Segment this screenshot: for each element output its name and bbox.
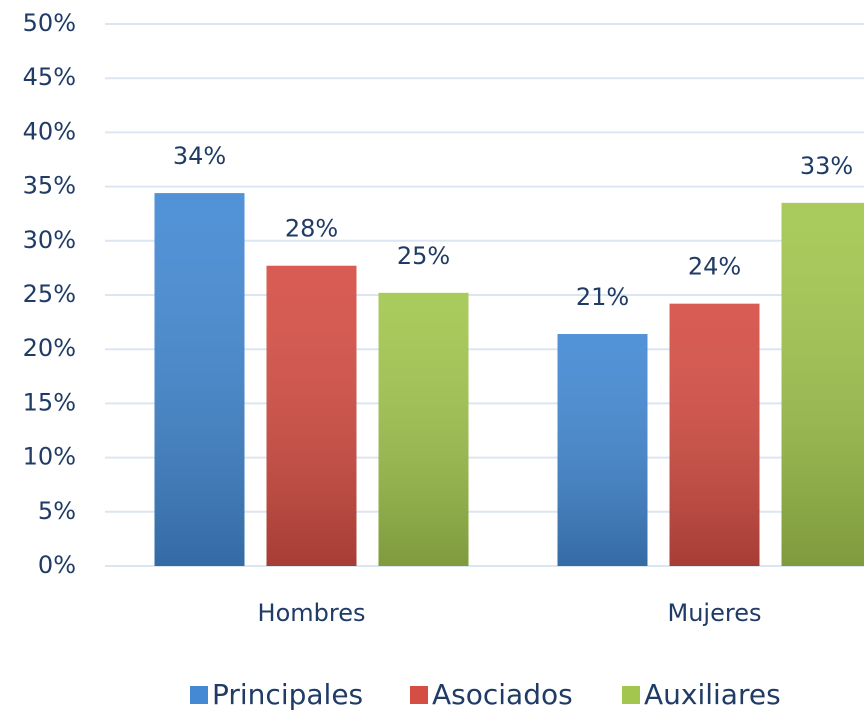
value-label: 25% [397, 242, 450, 270]
y-tick-label: 25% [23, 280, 76, 308]
legend-swatch [190, 686, 208, 704]
x-tick-label: Hombres [258, 599, 366, 627]
y-tick-label: 5% [38, 497, 76, 525]
y-tick-label: 45% [23, 63, 76, 91]
bar-shade [781, 202, 864, 567]
bar-shade [557, 334, 648, 566]
y-tick-label: 30% [23, 226, 76, 254]
legend-swatch [622, 686, 640, 704]
y-tick-label: 10% [23, 443, 76, 471]
y-tick-label: 15% [23, 388, 76, 416]
value-label: 33% [800, 152, 853, 180]
value-label: 28% [285, 215, 338, 243]
legend-swatch [410, 686, 428, 704]
legend-label: Asociados [432, 678, 573, 711]
legend-label: Auxiliares [644, 678, 781, 711]
bar-shade [266, 265, 357, 566]
legend-label: Principales [212, 678, 363, 711]
y-tick-label: 40% [23, 117, 76, 145]
y-tick-label: 20% [23, 334, 76, 362]
y-tick-label: 50% [23, 9, 76, 37]
bar-shade [378, 292, 469, 566]
value-label: 34% [173, 142, 226, 170]
y-tick-label: 35% [23, 172, 76, 200]
value-label: 21% [576, 283, 629, 311]
x-tick-label: Mujeres [668, 599, 762, 627]
y-tick-label: 0% [38, 551, 76, 579]
bar-shade [154, 193, 245, 566]
bar-shade [669, 303, 760, 566]
value-label: 24% [688, 253, 741, 281]
